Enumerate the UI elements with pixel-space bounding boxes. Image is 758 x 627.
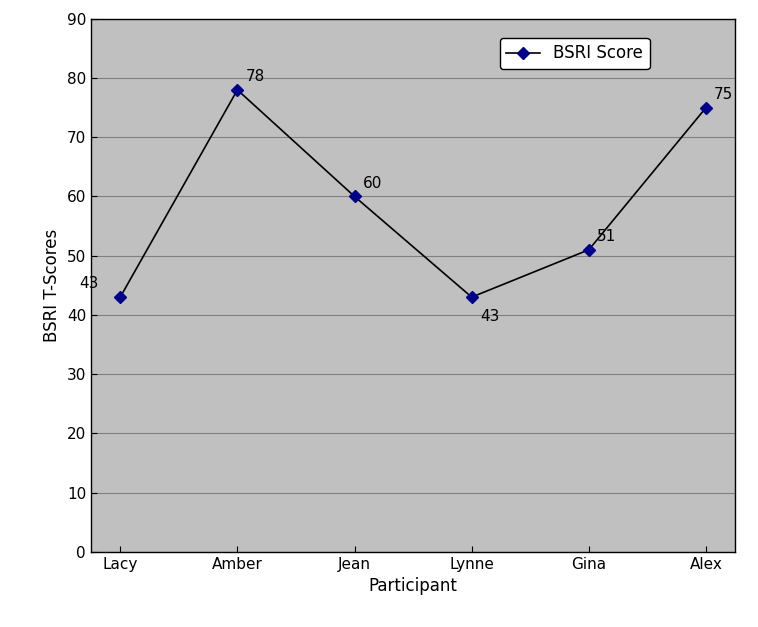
- BSRI Score: [116, 293, 125, 301]
- X-axis label: Participant: Participant: [368, 577, 458, 595]
- Text: 51: 51: [597, 229, 616, 244]
- Y-axis label: BSRI T-Scores: BSRI T-Scores: [43, 229, 61, 342]
- Legend: BSRI Score: BSRI Score: [500, 38, 650, 69]
- Text: 78: 78: [246, 69, 265, 84]
- BSRI Score: [350, 192, 359, 200]
- Text: 43: 43: [80, 277, 99, 292]
- BSRI Score: [584, 246, 594, 253]
- Text: 43: 43: [480, 309, 500, 324]
- BSRI Score: [467, 293, 476, 301]
- BSRI Score: [233, 86, 242, 93]
- BSRI Score: [701, 104, 710, 112]
- Text: 75: 75: [714, 87, 734, 102]
- Line: BSRI Score: BSRI Score: [116, 86, 710, 302]
- Text: 60: 60: [363, 176, 382, 191]
